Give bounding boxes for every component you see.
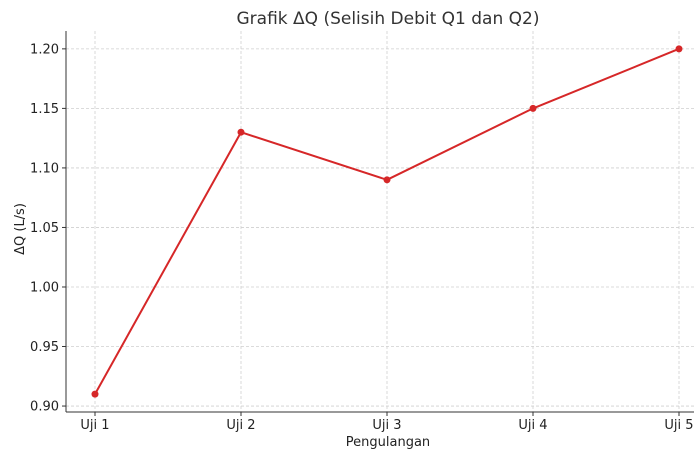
x-tick-label: Uji 5 [664, 418, 693, 433]
y-axis-label: ΔQ (L/s) [13, 203, 28, 255]
y-tick-label: 1.20 [30, 42, 59, 57]
chart-title: Grafik ΔQ (Selisih Debit Q1 dan Q2) [237, 9, 540, 29]
data-point [91, 390, 99, 398]
data-point [383, 176, 391, 184]
x-tick-label: Uji 2 [226, 418, 255, 433]
x-axis-label: Pengulangan [346, 435, 430, 450]
grid [66, 31, 694, 412]
y-tick-label: 0.95 [30, 340, 59, 355]
x-tick-label: Uji 3 [372, 418, 401, 433]
y-tick-label: 1.05 [30, 221, 59, 236]
series [91, 45, 683, 398]
x-tick-label: Uji 1 [80, 418, 109, 433]
axes: 0.90 0.95 1.00 1.05 1.10 1.15 1.20 Uji 1 Uji 2 Uj… [30, 31, 694, 433]
y-tick-label: 1.15 [30, 102, 59, 117]
y-tick-label: 1.00 [30, 280, 59, 295]
data-point [237, 128, 245, 136]
y-tick-label: 0.90 [30, 400, 59, 415]
data-point [529, 104, 537, 112]
x-tick-label: Uji 4 [518, 418, 547, 433]
y-tick-label: 1.10 [30, 161, 59, 176]
data-point [675, 45, 683, 53]
